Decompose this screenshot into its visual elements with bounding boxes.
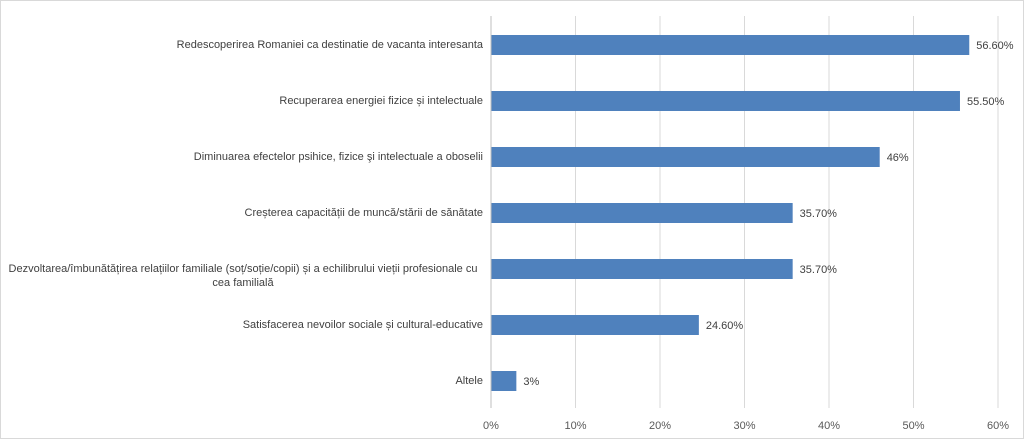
bar: [491, 91, 960, 111]
bar: [491, 259, 793, 279]
x-tick-label: 50%: [902, 420, 924, 432]
data-label: 55.50%: [967, 96, 1005, 108]
data-label: 56.60%: [976, 40, 1014, 52]
x-tick-label: 0%: [483, 420, 499, 432]
data-label: 46%: [887, 152, 909, 164]
category-label: Altele: [455, 375, 483, 387]
category-label: Diminuarea efectelor psihice, fizice şi …: [193, 151, 483, 163]
category-label: Redescoperirea Romaniei ca destinatie de…: [176, 39, 483, 51]
bar: [491, 371, 517, 391]
data-label: 3%: [523, 376, 539, 388]
category-label: Creșterea capacității de muncă/stării de…: [244, 207, 483, 219]
bar: [491, 203, 793, 223]
x-tick-label: 20%: [649, 420, 671, 432]
x-tick-label: 10%: [564, 420, 586, 432]
x-tick-label: 30%: [733, 420, 755, 432]
category-label: Satisfacerea nevoilor sociale și cultura…: [242, 319, 483, 331]
category-label: Recuperarea energiei fizice și intelectu…: [279, 95, 483, 107]
x-tick-label: 60%: [987, 420, 1009, 432]
data-label: 24.60%: [706, 320, 744, 332]
bar: [491, 147, 880, 167]
bar: [491, 315, 699, 335]
data-label: 35.70%: [800, 208, 838, 220]
bar: [491, 35, 970, 55]
category-label: Dezvoltarea/îmbunătățirea relațiilor fam…: [8, 263, 478, 289]
data-label: 35.70%: [800, 264, 838, 276]
x-tick-label: 40%: [818, 420, 840, 432]
